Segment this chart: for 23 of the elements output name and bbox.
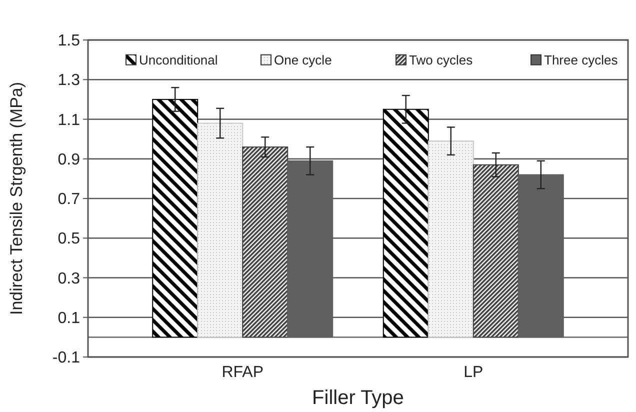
y-tick-label: 0.1: [58, 310, 80, 327]
y-tick-label: 0.9: [58, 151, 80, 168]
y-tick-label: 0.5: [58, 230, 80, 248]
x-tick-label: LP: [464, 364, 484, 381]
bar: [472, 164, 519, 338]
y-axis-title: Indirect Tensile Strgenth (MPa): [7, 82, 26, 316]
bar: [152, 98, 198, 338]
y-tick-label: 0.7: [58, 191, 80, 208]
legend-label: Unconditional: [139, 52, 218, 68]
bar: [428, 140, 474, 338]
y-tick-label: 1.5: [58, 32, 80, 50]
bar: [242, 146, 288, 338]
x-tick-label: RFAP: [222, 364, 264, 381]
y-tick-label: 1.1: [58, 112, 80, 129]
y-tick-label: -0.1: [52, 350, 80, 367]
x-axis-title: Filler Type: [312, 387, 404, 409]
legend-label: Three cycles: [544, 52, 618, 68]
y-tick-label: 1.3: [58, 72, 80, 90]
legend-label: One cycle: [274, 52, 332, 68]
bar: [382, 108, 429, 338]
y-tick-label: 0.3: [58, 270, 80, 288]
bar: [197, 122, 244, 338]
legend-label: Two cycles: [409, 52, 474, 68]
